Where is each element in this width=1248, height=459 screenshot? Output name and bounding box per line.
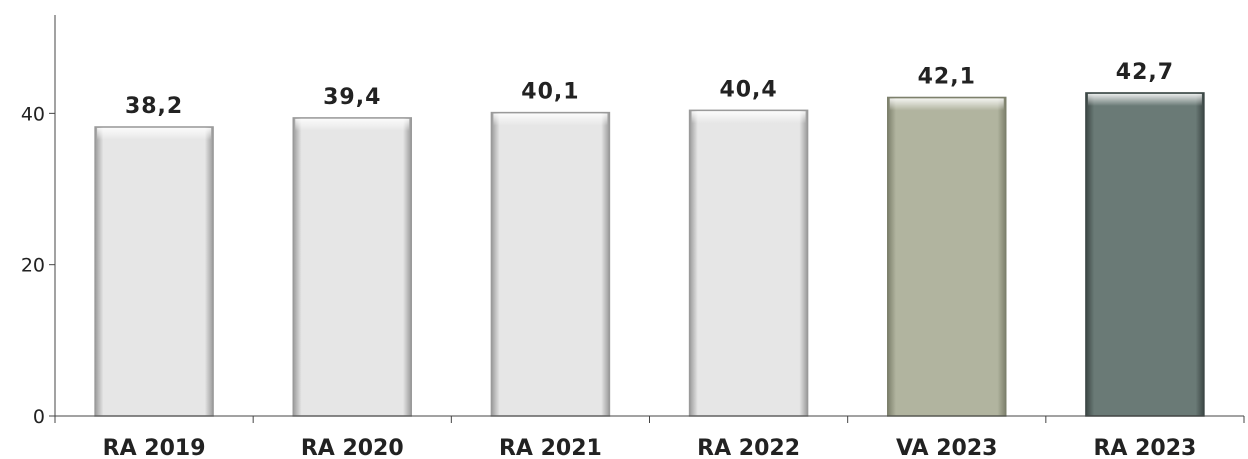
bar-ra-2023 — [1085, 92, 1205, 417]
bar-highlight — [1087, 93, 1202, 106]
category-label: RA 2022 — [697, 436, 800, 459]
y-tick-label: 20 — [21, 255, 45, 277]
bar-highlight — [889, 98, 1004, 111]
category-label: RA 2019 — [103, 436, 206, 459]
data-label: 40,4 — [719, 77, 777, 102]
y-tick-label: 0 — [33, 406, 45, 428]
bar-ra-2022 — [688, 109, 809, 417]
bars-group — [94, 92, 1205, 417]
y-tick-label: 40 — [21, 103, 45, 125]
data-label: 42,1 — [918, 64, 976, 89]
bar-highlight — [97, 127, 212, 140]
bar-highlight — [691, 111, 806, 124]
bar-ra-2019 — [94, 126, 214, 417]
bar-highlight — [493, 113, 608, 126]
axes-group — [49, 15, 1245, 423]
data-label: 38,2 — [125, 94, 183, 119]
bar-ra-2020 — [292, 117, 412, 417]
bar-highlight — [295, 118, 410, 131]
category-label: VA 2023 — [896, 436, 997, 459]
category-label: RA 2021 — [499, 436, 602, 459]
data-label: 42,7 — [1116, 60, 1174, 85]
data-label: 40,1 — [521, 80, 579, 105]
bar-va-2023 — [887, 96, 1007, 417]
labels-group: 38,2 RA 2019 39,4 RA 2020 40,1 RA 2021 40,4 RA … — [21, 60, 1197, 459]
data-label: 39,4 — [323, 85, 381, 110]
bar-ra-2021 — [490, 111, 611, 417]
category-label: RA 2023 — [1093, 436, 1196, 459]
category-label: RA 2020 — [301, 436, 404, 459]
